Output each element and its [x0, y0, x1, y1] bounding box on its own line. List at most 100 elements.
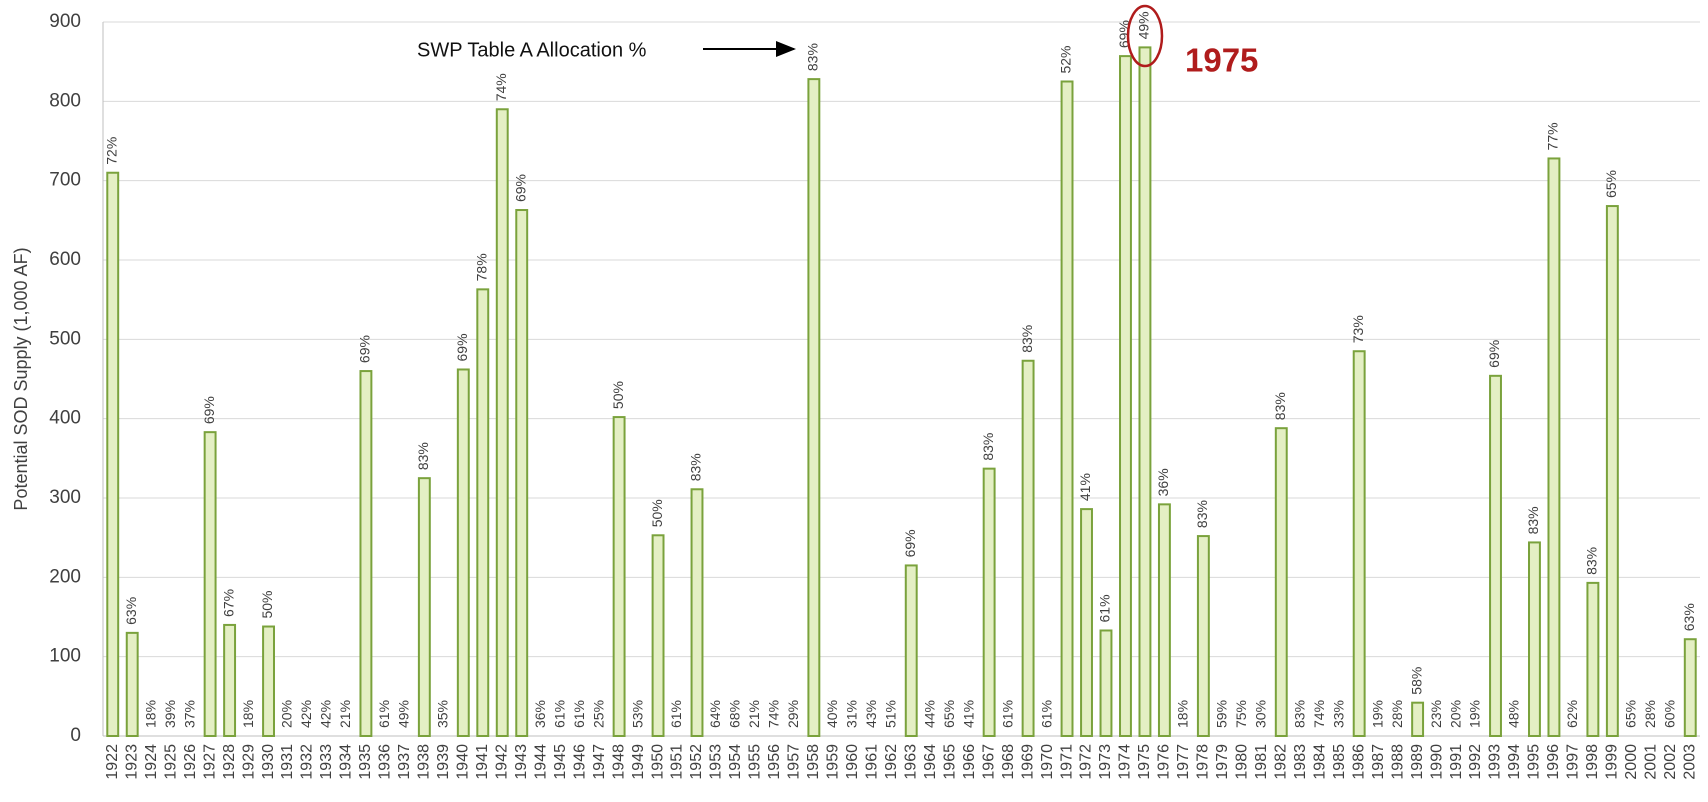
annotation: SWP Table A Allocation % [417, 39, 647, 61]
x-tick-label: 1991 [1448, 744, 1465, 780]
x-tick-label: 1973 [1097, 744, 1114, 780]
bar [807, 78, 821, 738]
bar [1352, 350, 1366, 737]
x-tick-label: 1944 [532, 744, 549, 780]
data-label: 60% [1661, 700, 1677, 728]
x-tick-label: 1987 [1370, 744, 1387, 780]
data-label: 39% [162, 700, 178, 728]
data-label: 31% [844, 700, 860, 728]
x-tick-label: 2001 [1643, 744, 1660, 780]
data-label: 58% [1408, 667, 1424, 695]
data-label: 61% [551, 700, 567, 728]
data-label: 78% [473, 253, 489, 281]
data-label: 36% [532, 700, 548, 728]
x-tick-label: 1923 [123, 744, 140, 780]
data-label: 40% [824, 700, 840, 728]
data-label: 33% [1330, 700, 1346, 728]
data-label: 18% [1175, 700, 1191, 728]
y-tick-label: 200 [49, 566, 81, 587]
data-label: 83% [1525, 506, 1541, 534]
x-tick-label: 1942 [493, 744, 510, 780]
x-tick-label: 1986 [1350, 744, 1367, 780]
bar [1605, 205, 1619, 737]
data-label: 75% [1233, 700, 1249, 728]
x-tick-label: 1924 [143, 744, 160, 780]
data-label: 25% [590, 700, 606, 728]
x-tick-label: 1937 [396, 744, 413, 780]
data-label: 43% [863, 700, 879, 728]
x-tick-label: 1997 [1565, 744, 1582, 780]
x-tick-label: 1966 [961, 744, 978, 780]
bar [1411, 701, 1425, 737]
data-label: 30% [1253, 700, 1269, 728]
data-label: 83% [980, 433, 996, 461]
bar [456, 368, 470, 737]
data-label: 69% [1486, 340, 1502, 368]
data-label: 51% [882, 700, 898, 728]
x-tick-label: 1981 [1253, 744, 1270, 780]
bar [690, 488, 704, 738]
y-tick-label: 900 [49, 11, 81, 32]
data-label: 73% [1350, 315, 1366, 343]
data-label: 18% [240, 700, 256, 728]
data-label: 83% [1291, 700, 1307, 728]
bar [1489, 374, 1502, 737]
x-tick-label: 1968 [1000, 744, 1017, 780]
x-tick-label: 1961 [864, 744, 881, 780]
x-tick-label: 1935 [357, 744, 374, 780]
x-tick-label: 1972 [1078, 744, 1095, 780]
x-tick-label: 1970 [1039, 744, 1056, 780]
x-tick-label: 1964 [922, 744, 939, 780]
x-tick-label: 1950 [649, 744, 666, 780]
bar [359, 370, 373, 737]
x-tick-label: 2000 [1623, 744, 1640, 780]
x-tick-label: 1934 [338, 744, 355, 780]
data-label: 67% [220, 589, 236, 617]
data-label: 42% [298, 700, 314, 728]
x-tick-label: 1930 [260, 744, 277, 780]
data-label: 83% [805, 43, 821, 71]
x-tick-label: 1998 [1584, 744, 1601, 780]
data-label: 50% [649, 499, 665, 527]
x-tick-label: 1928 [221, 744, 238, 780]
x-tick-label: 1992 [1467, 744, 1484, 780]
x-tick-label: 1960 [844, 744, 861, 780]
x-tick-label: 1965 [941, 744, 958, 780]
data-label: 19% [1369, 700, 1385, 728]
x-tick-label: 1982 [1272, 744, 1289, 780]
data-label: 41% [1077, 473, 1093, 501]
x-tick-label: 1969 [1019, 744, 1036, 780]
bar [1080, 508, 1093, 737]
bar [125, 631, 139, 737]
bar [262, 625, 275, 738]
x-tick-label: 1947 [591, 744, 608, 780]
x-tick-label: 1962 [883, 744, 900, 780]
x-tick-label: 1980 [1234, 744, 1251, 780]
data-label: 49% [396, 700, 412, 728]
data-label: 69% [902, 529, 918, 557]
x-tick-label: 1946 [571, 744, 588, 780]
bar [612, 416, 626, 737]
highlight-ellipse [1126, 4, 1164, 68]
bar [223, 623, 237, 738]
data-label: 53% [629, 700, 645, 728]
x-tick-label: 1994 [1506, 744, 1523, 780]
data-label: 65% [1623, 700, 1639, 728]
x-tick-label: 1955 [747, 744, 764, 780]
bar [1119, 55, 1132, 737]
bar [1138, 46, 1152, 738]
data-label: 21% [746, 700, 762, 728]
data-label: 21% [337, 700, 353, 728]
data-label: 28% [1389, 700, 1405, 728]
x-tick-label: 1996 [1545, 744, 1562, 780]
data-label: 18% [142, 700, 158, 728]
x-tick-label: 1999 [1604, 744, 1621, 780]
bar [904, 564, 918, 738]
x-tick-label: 1927 [201, 744, 218, 780]
data-label: 41% [960, 700, 976, 728]
x-tick-label: 1975 [1136, 744, 1153, 780]
bar [982, 467, 996, 737]
x-tick-label: 2002 [1662, 744, 1679, 780]
x-tick-label: 1985 [1331, 744, 1348, 780]
